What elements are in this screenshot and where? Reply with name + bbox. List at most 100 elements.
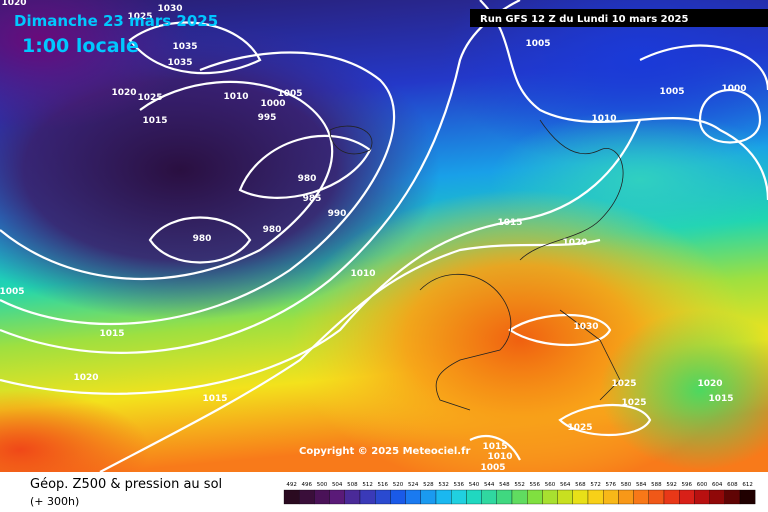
isobar-label: 995 [258, 113, 277, 123]
isobar-label: 1035 [172, 42, 197, 52]
colorbar-swatch [405, 489, 421, 505]
isobar-label: 1005 [277, 89, 302, 99]
colorbar-label: 548 [499, 482, 510, 488]
isobar-label: 1020 [111, 88, 136, 98]
colorbar-label: 532 [438, 482, 449, 488]
colorbar-label: 540 [469, 482, 480, 488]
isobar-label: 1010 [487, 452, 512, 462]
coastlines [329, 119, 624, 411]
colorbar-swatch [344, 489, 361, 505]
isobar-label: 1015 [99, 329, 124, 339]
colorbar-swatch [527, 489, 543, 505]
isobar-label: 1025 [567, 423, 592, 433]
colorbar-swatch [648, 489, 665, 505]
isobar-label: 1025 [611, 379, 636, 389]
colorbar-swatch [329, 489, 345, 505]
colorbar-swatch [511, 489, 528, 505]
isobar-label: 1030 [157, 4, 182, 14]
colorbar-swatch [420, 489, 437, 505]
colorbar-swatch [451, 489, 467, 505]
colorbar-label: 600 [697, 482, 708, 488]
isobar-label: 1020 [697, 379, 722, 389]
colorbar-swatch [557, 489, 573, 505]
colorbar-swatch [679, 489, 695, 505]
isobar-label: 1005 [525, 39, 550, 49]
colorbar-label: 568 [575, 482, 586, 488]
isobar-label: 1020 [562, 238, 587, 248]
colorbar-label: 580 [621, 482, 632, 488]
isobar-label: 1025 [137, 93, 162, 103]
colorbar-label: 524 [408, 482, 419, 488]
run-banner [470, 9, 768, 27]
isobar-label: 1015 [482, 442, 507, 452]
colorbar-swatch [375, 489, 391, 505]
isobar-label: 1010 [591, 114, 616, 124]
colorbar-swatch [496, 489, 513, 505]
colorbar-label: 572 [590, 482, 601, 488]
isobar-label: 1030 [573, 322, 598, 332]
run-info: Run GFS 12 Z du Lundi 10 mars 2025 [480, 14, 689, 25]
colorbar-label: 564 [560, 482, 571, 488]
colorbar-label: 492 [286, 482, 297, 488]
colorbar-label: 516 [378, 482, 389, 488]
colorbar-swatch [435, 489, 452, 505]
colorbar-label: 544 [484, 482, 495, 488]
colorbar-label: 556 [530, 482, 541, 488]
colorbar-label: 592 [666, 482, 677, 488]
colorbar-swatch [542, 489, 558, 505]
colorbar-swatch [633, 489, 649, 505]
date: Dimanche 23 mars 2025 [14, 12, 218, 30]
colorbar-swatch [572, 489, 589, 505]
footer-title: Géop. Z500 & pression au sol [30, 477, 222, 492]
colorbar-label: 512 [362, 482, 373, 488]
colorbar-label: 536 [454, 482, 465, 488]
isobar-label: 1015 [142, 116, 167, 126]
colorbar-label: 596 [682, 482, 693, 488]
isobar-label: 1025 [127, 12, 152, 22]
colorbar-swatch [603, 489, 619, 505]
colorbar-label: 504 [332, 482, 343, 488]
isobar-label: 1015 [708, 394, 733, 404]
colorbar-label: 520 [393, 482, 404, 488]
isobar-label: 980 [298, 174, 317, 184]
isobar-label: 980 [263, 225, 282, 235]
colorbar-swatch [724, 489, 741, 505]
colorbar-label: 500 [317, 482, 328, 488]
colorbar-swatch [587, 489, 604, 505]
isobar-label: 1005 [0, 287, 25, 297]
colorbar-label: 584 [636, 482, 647, 488]
isobar-label: 1000 [721, 84, 746, 94]
colorbar-label: 608 [727, 482, 738, 488]
colorbar-swatch [283, 489, 300, 505]
isobar-label: 1020 [1, 0, 26, 8]
colorbar-label: 612 [742, 482, 753, 488]
colorbar-label: 508 [347, 482, 358, 488]
isobar-label: 1005 [480, 463, 505, 473]
local-time: 1:00 locale [22, 35, 139, 57]
colorbar: 492 496 500 504 508 512 516 520 524 528 532 536 540 5… [283, 482, 756, 505]
isobar-label: 1015 [202, 394, 227, 404]
colorbar-swatch [739, 489, 756, 505]
colorbar-swatch [314, 489, 330, 505]
colorbar-label: 588 [651, 482, 662, 488]
isobar-label: 1020 [73, 373, 98, 383]
isobar-label: 990 [328, 209, 347, 219]
colorbar-swatch [466, 489, 482, 505]
colorbar-label: 604 [712, 482, 723, 488]
isobar-label: 1010 [223, 92, 248, 102]
isobar-label: 1035 [167, 58, 192, 68]
colorbar-swatch [709, 489, 725, 505]
colorbar-label: 496 [302, 482, 313, 488]
colorbar-swatch [390, 489, 406, 505]
colorbar-label: 528 [423, 482, 434, 488]
isobar-label: 1005 [659, 87, 684, 97]
copyright: Copyright © 2025 Meteociel.fr [299, 446, 470, 457]
colorbar-swatch [481, 489, 497, 505]
isobar-label: 985 [303, 194, 322, 204]
colorbar-swatch [663, 489, 680, 505]
isobar-label: 1015 [497, 218, 522, 228]
